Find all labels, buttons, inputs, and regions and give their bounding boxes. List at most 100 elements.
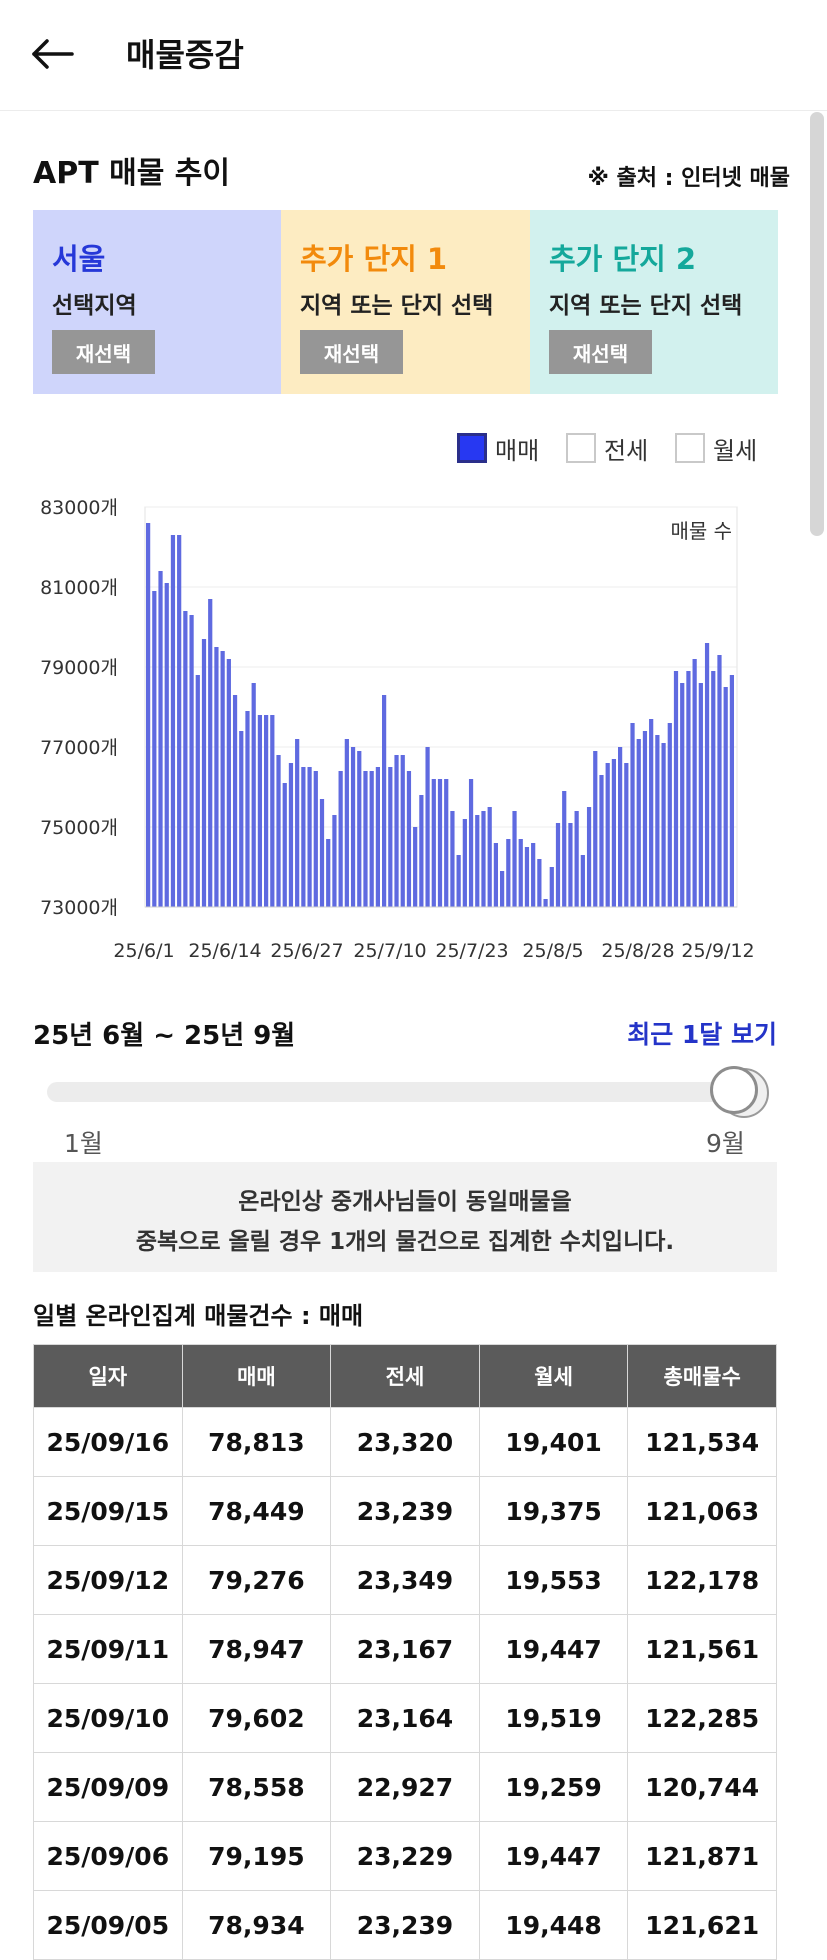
chart-bar[interactable] [264, 715, 269, 907]
chart-bar[interactable] [307, 767, 312, 907]
chart-bar[interactable] [574, 811, 579, 907]
chart-bar[interactable] [375, 767, 381, 907]
chart-bar[interactable] [394, 755, 399, 907]
chart-bar[interactable] [363, 771, 368, 907]
chart-bar[interactable] [518, 839, 523, 907]
chart-bar[interactable] [680, 683, 685, 907]
chart-bar[interactable] [152, 591, 157, 907]
chart-bar[interactable] [462, 819, 467, 907]
chart-bar[interactable] [201, 639, 207, 907]
chart-bar[interactable] [226, 659, 231, 907]
chart-bar[interactable] [649, 719, 654, 907]
chart-bar[interactable] [146, 523, 151, 907]
chart-bar[interactable] [332, 815, 337, 907]
recent-month-link[interactable]: 최근 1달 보기 [627, 1020, 777, 1049]
chart-bar[interactable] [568, 823, 573, 907]
chart-bar[interactable] [425, 747, 430, 907]
back-button[interactable] [28, 34, 78, 74]
legend-item-jeonse[interactable]: 전세 [566, 430, 648, 466]
chart-bar[interactable] [282, 783, 287, 907]
chart-bar[interactable] [232, 695, 238, 907]
legend-checkbox[interactable] [566, 433, 596, 463]
chart-bar[interactable] [673, 671, 679, 907]
chart-bar[interactable] [531, 843, 536, 907]
chart-bar[interactable] [413, 827, 418, 907]
chart-bar[interactable] [605, 763, 610, 907]
chart-bar[interactable] [642, 731, 648, 907]
chart-bar[interactable] [549, 867, 554, 907]
chart-bar[interactable] [500, 871, 505, 907]
chart-bar[interactable] [382, 695, 387, 907]
chart-bar[interactable] [450, 811, 455, 907]
chart-bar[interactable] [611, 759, 617, 907]
chart-bar[interactable] [270, 715, 275, 907]
chart-bar[interactable] [419, 795, 424, 907]
chart-bar[interactable] [698, 683, 703, 907]
chart-bar[interactable] [692, 659, 697, 907]
chart-bar[interactable] [717, 655, 722, 907]
chart-bar[interactable] [239, 731, 244, 907]
range-slider-track[interactable] [47, 1082, 767, 1102]
chart-bar[interactable] [487, 807, 492, 907]
chart-bar[interactable] [475, 815, 480, 907]
chart-bar[interactable] [183, 611, 188, 907]
chart-bar[interactable] [220, 651, 225, 907]
chart-bar[interactable] [729, 675, 735, 907]
chart-bar[interactable] [257, 715, 263, 907]
reselect-button-extra-1[interactable]: 재선택 [300, 330, 403, 374]
chart-bar[interactable] [406, 771, 412, 907]
chart-bar[interactable] [468, 779, 474, 907]
chart-bar[interactable] [537, 859, 542, 907]
chart-bar[interactable] [214, 647, 219, 907]
chart-bar[interactable] [524, 847, 530, 907]
legend-checkbox[interactable] [457, 433, 487, 463]
chart-bar[interactable] [555, 823, 561, 907]
reselect-button-extra-2[interactable]: 재선택 [549, 330, 652, 374]
chart-bar[interactable] [158, 571, 163, 907]
range-slider-end-handle[interactable] [710, 1066, 758, 1114]
chart-bar[interactable] [301, 767, 306, 907]
chart-bar[interactable] [369, 771, 374, 907]
chart-bar[interactable] [288, 763, 294, 907]
chart-bar[interactable] [276, 755, 281, 907]
chart-bar[interactable] [208, 599, 213, 907]
chart-bar[interactable] [599, 775, 604, 907]
chart-bar[interactable] [326, 839, 331, 907]
legend-item-sale[interactable]: 매매 [457, 430, 539, 466]
chart-bar[interactable] [338, 771, 343, 907]
chart-bar[interactable] [444, 779, 449, 907]
chart-bar[interactable] [357, 751, 362, 907]
chart-bar[interactable] [313, 771, 318, 907]
chart-bar[interactable] [400, 755, 405, 907]
chart-bar[interactable] [686, 671, 691, 907]
chart-bar[interactable] [177, 535, 182, 907]
chart-bar[interactable] [704, 643, 710, 907]
chart-bar[interactable] [456, 855, 461, 907]
chart-bar[interactable] [624, 763, 629, 907]
chart-bar[interactable] [170, 535, 176, 907]
chart-bar[interactable] [661, 743, 666, 907]
scrollbar[interactable] [810, 112, 824, 536]
chart-bar[interactable] [251, 683, 256, 907]
legend-item-monthly[interactable]: 월세 [675, 430, 757, 466]
chart-bar[interactable] [512, 811, 517, 907]
chart-bar[interactable] [245, 711, 250, 907]
chart-bar[interactable] [636, 739, 641, 907]
chart-bar[interactable] [350, 747, 356, 907]
chart-bar[interactable] [164, 583, 169, 907]
chart-bar[interactable] [630, 723, 635, 907]
chart-bar[interactable] [543, 899, 548, 907]
chart-bar[interactable] [493, 843, 499, 907]
chart-bar[interactable] [319, 799, 325, 907]
chart-bar[interactable] [344, 739, 349, 907]
chart-bar[interactable] [618, 747, 623, 907]
chart-bar[interactable] [586, 807, 592, 907]
legend-checkbox[interactable] [675, 433, 705, 463]
chart-bar[interactable] [431, 779, 436, 907]
chart-bar[interactable] [580, 855, 585, 907]
chart-bar[interactable] [667, 723, 672, 907]
chart-bar[interactable] [189, 615, 194, 907]
chart-bar[interactable] [593, 751, 598, 907]
chart-bar[interactable] [711, 671, 716, 907]
chart-bar[interactable] [562, 791, 567, 907]
